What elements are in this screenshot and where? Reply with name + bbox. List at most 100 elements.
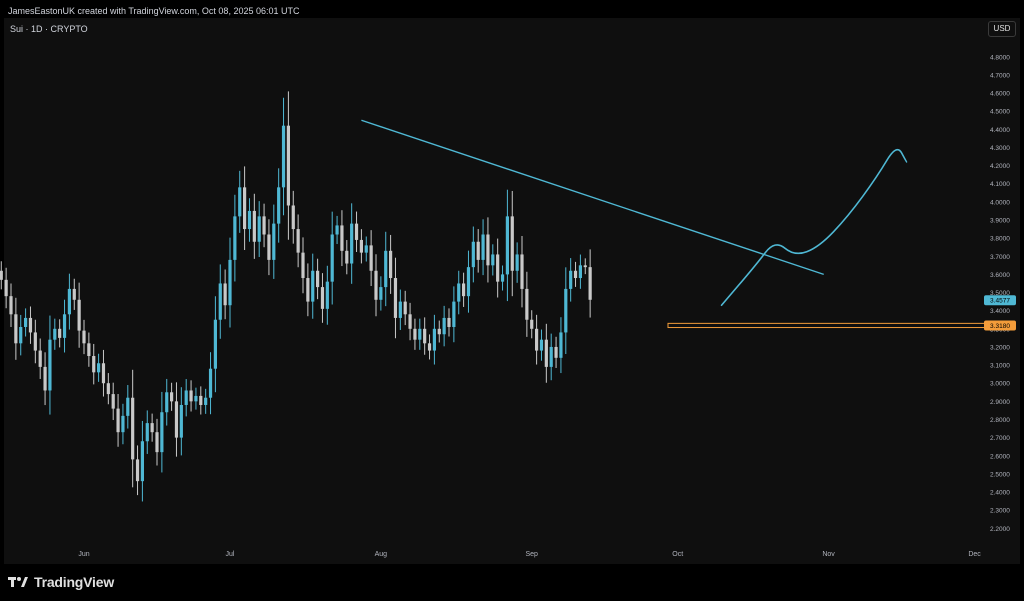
candle-body [389, 250, 393, 279]
y-tick-label: 2.6000 [990, 453, 1010, 460]
y-tick-label: 2.3000 [990, 508, 1010, 515]
candle-body [301, 252, 305, 279]
candle-body [398, 301, 402, 318]
candle-body [135, 459, 140, 482]
candle-body [243, 187, 247, 230]
candle-body [179, 404, 183, 438]
candle-body [286, 125, 290, 206]
candle-body [311, 270, 315, 302]
y-tick-label: 4.2000 [990, 163, 1010, 170]
candle-body [544, 339, 548, 367]
candle-body [87, 343, 91, 357]
candle-body [418, 328, 422, 340]
candle-body [588, 267, 592, 300]
candle-body [369, 245, 373, 271]
candle-body [393, 278, 398, 318]
candle-body [359, 239, 363, 253]
y-tick-label: 3.8000 [990, 236, 1010, 243]
candle-body [408, 314, 412, 329]
candle-body [564, 288, 568, 333]
candle-body [481, 234, 485, 260]
attribution-text: JamesEastonUK created with TradingView.c… [8, 6, 300, 16]
candle-body [97, 363, 101, 373]
candle-body [184, 390, 188, 405]
x-tick-label: Nov [822, 551, 835, 558]
candle-body [38, 350, 42, 367]
candle-body [384, 250, 388, 288]
candle-body [515, 254, 519, 271]
candle-body [92, 356, 96, 373]
candle-body [131, 397, 135, 460]
y-tick-label: 3.7000 [990, 254, 1010, 261]
candle-body [67, 288, 71, 315]
tradingview-logo-icon [8, 577, 28, 587]
candle-body [374, 270, 378, 300]
candle-body [569, 270, 573, 289]
candle-body [330, 234, 334, 282]
candle-body [101, 363, 106, 384]
currency-button[interactable]: USD [988, 21, 1016, 37]
zone-price-tag-bg [984, 320, 1016, 331]
candle-body [525, 288, 529, 320]
candle-body [9, 296, 13, 315]
candle-body [316, 270, 320, 288]
candle-body [291, 205, 295, 230]
candle-body [476, 241, 480, 260]
candle-body [583, 265, 587, 268]
candle-body [457, 283, 461, 302]
x-tick-label: Aug [375, 551, 388, 558]
candle-body [325, 281, 329, 309]
candle-body [554, 346, 558, 358]
candle-body [403, 301, 407, 315]
candle-body [165, 392, 169, 413]
candle-body [510, 216, 514, 271]
y-tick-label: 3.4000 [990, 308, 1010, 315]
candle-body [267, 234, 271, 260]
candle-body [462, 283, 466, 297]
candle-body [471, 241, 475, 268]
candle-body [466, 267, 471, 297]
candle-body [335, 225, 339, 235]
candle-body [43, 366, 47, 391]
x-tick-label: Dec [968, 551, 981, 558]
trendline [361, 119, 824, 276]
candle-body [106, 383, 110, 395]
y-tick-label: 4.5000 [990, 109, 1010, 116]
candle-body [218, 283, 222, 320]
candle-body [0, 270, 3, 280]
y-tick-label: 4.4000 [990, 127, 1010, 134]
candle-body [535, 328, 539, 351]
candle-body [252, 210, 256, 242]
y-tick-label: 4.3000 [990, 145, 1010, 152]
candle-body [549, 346, 553, 367]
candle-body [345, 250, 349, 264]
y-tick-label: 3.5000 [990, 290, 1010, 297]
candle-body [573, 270, 578, 279]
candle-body [447, 317, 451, 327]
x-tick-label: Jul [226, 551, 235, 558]
y-tick-label: 2.5000 [990, 471, 1010, 478]
x-tick-label: Oct [672, 551, 683, 558]
candle-body [505, 216, 509, 275]
candle-body [559, 332, 563, 358]
y-tick-label: 2.9000 [990, 399, 1010, 406]
candle-body [155, 432, 159, 453]
symbol-label[interactable]: Sui · 1D · CRYPTO [10, 24, 88, 34]
candle-body [437, 328, 441, 335]
candle-body [28, 317, 33, 333]
candle-body [364, 245, 368, 253]
y-tick-label: 2.7000 [990, 435, 1010, 442]
candle-body [350, 223, 354, 264]
candle-body [491, 254, 495, 266]
candle-body [24, 317, 28, 327]
candle-body [238, 187, 242, 217]
y-tick-label: 4.0000 [990, 199, 1010, 206]
candle-body [442, 317, 446, 335]
candle-body [199, 395, 203, 405]
candle-body [281, 125, 286, 188]
candle-body [160, 412, 164, 453]
candle-body [140, 441, 144, 482]
candle-body [116, 408, 120, 433]
support-zone [667, 322, 987, 329]
